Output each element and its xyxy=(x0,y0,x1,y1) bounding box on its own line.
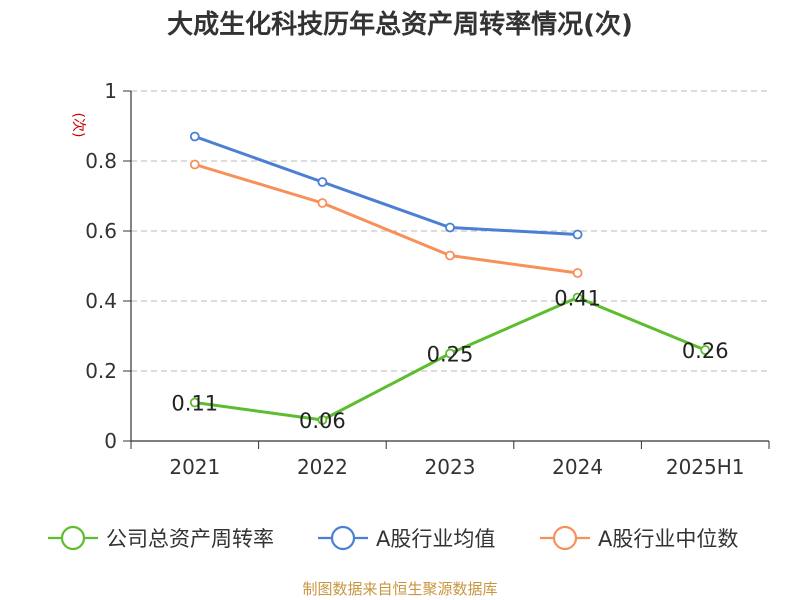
series-line xyxy=(194,135,578,236)
legend-label: A股行业均值 xyxy=(376,527,495,551)
x-tick-label: 2024 xyxy=(552,455,603,479)
data-point xyxy=(445,348,455,359)
data-point xyxy=(445,222,455,233)
axes: 0 0.2 0.4 0.6 0.8 1 2021 2022 2023 2024 2025H1 xyxy=(85,79,770,479)
y-axis-label: (次) xyxy=(70,113,86,138)
data-point xyxy=(572,268,583,278)
data-point xyxy=(189,159,200,170)
data-point xyxy=(572,292,583,303)
legend-marker xyxy=(552,525,578,551)
chart-title: 大成生化科技历年总资产周转率情况(次) xyxy=(167,10,633,40)
data-label: 0.11 xyxy=(171,392,218,416)
legend: 公司总资产周转率 A股行业均值 A股行业中位数 xyxy=(48,525,738,551)
y-tick-label: 0.2 xyxy=(85,359,117,383)
x-tick-label: 2025H1 xyxy=(666,455,745,479)
data-point xyxy=(317,177,328,187)
legend-marker xyxy=(330,525,356,551)
data-point xyxy=(445,250,455,261)
y-tick-label: 0.4 xyxy=(85,289,117,313)
data-labels: 0.11 0.06 0.25 0.41 0.26 xyxy=(171,287,728,434)
series-line xyxy=(194,163,578,275)
y-tick-label: 1 xyxy=(104,79,117,103)
legend-marker xyxy=(60,525,86,551)
y-tick-label: 0.8 xyxy=(85,149,117,173)
data-point xyxy=(700,345,711,355)
data-label: 0.25 xyxy=(427,343,474,367)
data-label: 0.41 xyxy=(554,287,601,311)
data-label: 0.26 xyxy=(682,339,729,363)
data-point xyxy=(189,397,200,408)
x-tick-label: 2021 xyxy=(169,455,220,479)
data-point xyxy=(572,229,583,240)
data-point xyxy=(317,415,328,425)
source-note: 制图数据来自恒生聚源数据库 xyxy=(302,580,498,598)
data-point xyxy=(317,198,328,208)
legend-label: 公司总资产周转率 xyxy=(106,527,274,551)
y-tick-label: 0.6 xyxy=(85,219,117,243)
y-tick-label: 0 xyxy=(104,429,117,453)
x-tick-label: 2023 xyxy=(425,455,476,479)
legend-label: A股行业中位数 xyxy=(598,527,738,551)
x-tick-label: 2022 xyxy=(297,455,348,479)
gridlines xyxy=(131,90,769,372)
series-lines xyxy=(189,131,711,425)
data-label: 0.06 xyxy=(299,409,346,433)
data-point xyxy=(189,131,200,142)
